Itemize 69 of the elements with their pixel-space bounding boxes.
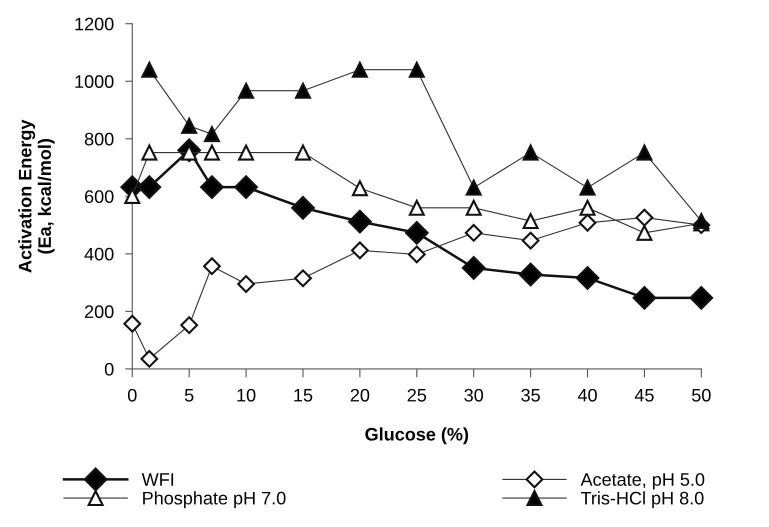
legend-label: Phosphate pH 7.0 <box>143 491 286 508</box>
y-tick-label: 400 <box>84 248 114 261</box>
point <box>636 224 652 241</box>
point <box>294 82 311 99</box>
x-tick-label: 0 <box>128 388 137 402</box>
point <box>137 175 162 199</box>
point <box>522 232 540 250</box>
point <box>636 144 652 161</box>
point <box>237 275 255 293</box>
point <box>140 350 158 368</box>
point <box>466 180 482 196</box>
y-tick-label: 800 <box>84 132 114 146</box>
x-tick-label: 25 <box>408 388 426 402</box>
point <box>234 175 258 199</box>
point <box>464 224 483 242</box>
point <box>578 214 596 232</box>
point <box>352 180 368 196</box>
x-tick-label: 30 <box>464 388 484 402</box>
point <box>408 62 425 78</box>
point <box>180 316 198 334</box>
point <box>580 180 596 196</box>
point <box>352 62 368 78</box>
legend-label: Acetate, pH 5.0 <box>580 473 704 490</box>
point <box>408 200 425 216</box>
point <box>123 314 142 333</box>
point <box>294 144 311 161</box>
point <box>689 286 714 310</box>
point <box>294 269 312 288</box>
point <box>632 286 656 310</box>
point <box>636 208 654 226</box>
point <box>141 144 158 161</box>
point <box>238 82 254 99</box>
x-tick-label: 10 <box>237 388 256 402</box>
point <box>204 144 220 161</box>
point <box>580 200 596 216</box>
point <box>141 62 158 78</box>
point <box>200 175 224 199</box>
point <box>462 256 486 280</box>
y-tick-label: 600 <box>85 190 114 204</box>
point <box>124 188 140 204</box>
x-tick-label: 40 <box>578 388 597 402</box>
y-tick-label: 200 <box>85 305 114 318</box>
x-tick-label: 20 <box>350 388 370 402</box>
x-tick-label: 50 <box>692 388 711 402</box>
legend-label: Tris-HCl pH 8.0 <box>580 491 704 508</box>
x-tick-label: 5 <box>184 389 194 402</box>
x-tick-label: 35 <box>521 388 540 402</box>
y-tick-label: 0 <box>104 362 114 376</box>
x-tick-label: 15 <box>294 389 312 402</box>
legend-label: WFI <box>142 473 174 486</box>
point <box>238 144 254 161</box>
point <box>203 257 221 276</box>
x-tick-label: 45 <box>634 389 654 402</box>
y-tick-label: 1200 <box>75 18 114 30</box>
point <box>291 196 315 220</box>
point <box>348 210 372 234</box>
point <box>408 246 426 264</box>
y-axis-title: Activation Energy (Ea, kcal/mol) <box>18 120 55 273</box>
point <box>181 118 198 134</box>
point <box>522 213 539 230</box>
point <box>466 200 482 216</box>
point <box>576 266 600 290</box>
point <box>350 241 369 260</box>
point <box>518 262 542 286</box>
point <box>522 144 539 161</box>
x-axis-title: Glucose (%) <box>365 427 468 444</box>
y-tick-label: 1000 <box>75 75 114 88</box>
point <box>404 220 429 245</box>
point <box>204 126 220 142</box>
